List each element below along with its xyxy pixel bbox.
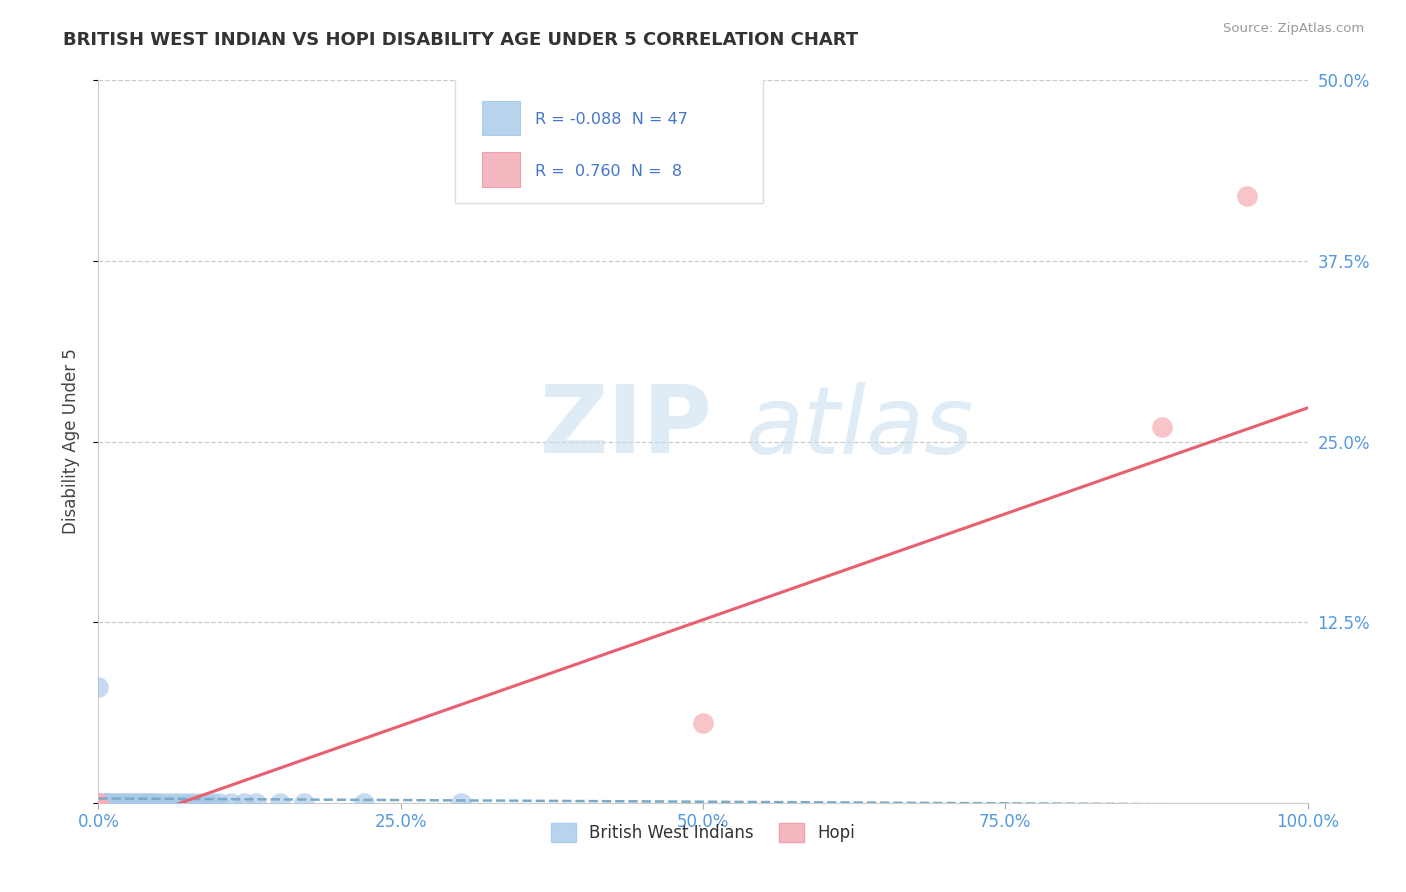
Legend: British West Indians, Hopi: British West Indians, Hopi bbox=[544, 816, 862, 848]
FancyBboxPatch shape bbox=[456, 77, 763, 203]
Point bbox=[87, 796, 110, 810]
Point bbox=[124, 796, 146, 810]
Point bbox=[129, 796, 152, 810]
Point bbox=[232, 796, 254, 810]
Point bbox=[96, 796, 118, 810]
Point bbox=[87, 796, 110, 810]
Point bbox=[135, 796, 157, 810]
Text: BRITISH WEST INDIAN VS HOPI DISABILITY AGE UNDER 5 CORRELATION CHART: BRITISH WEST INDIAN VS HOPI DISABILITY A… bbox=[63, 31, 859, 49]
Point bbox=[87, 796, 110, 810]
Text: R =  0.760  N =  8: R = 0.760 N = 8 bbox=[534, 164, 682, 178]
Point bbox=[245, 796, 267, 810]
Point bbox=[184, 796, 207, 810]
Point bbox=[87, 796, 110, 810]
Point bbox=[87, 796, 110, 810]
Text: atlas: atlas bbox=[745, 382, 973, 473]
Point bbox=[450, 796, 472, 810]
Point bbox=[87, 796, 110, 810]
Point bbox=[269, 796, 291, 810]
Point bbox=[87, 796, 110, 810]
Point bbox=[172, 796, 194, 810]
Point bbox=[160, 796, 183, 810]
Point bbox=[141, 796, 163, 810]
Point bbox=[118, 796, 141, 810]
Point bbox=[143, 796, 166, 810]
Point bbox=[166, 796, 188, 810]
Point bbox=[120, 796, 142, 810]
Point bbox=[114, 796, 136, 810]
FancyBboxPatch shape bbox=[482, 153, 520, 186]
Point bbox=[1236, 189, 1258, 203]
Point bbox=[353, 796, 375, 810]
Point bbox=[148, 796, 170, 810]
Text: Source: ZipAtlas.com: Source: ZipAtlas.com bbox=[1223, 22, 1364, 36]
Text: R = -0.088  N = 47: R = -0.088 N = 47 bbox=[534, 112, 688, 128]
Point bbox=[138, 796, 160, 810]
Point bbox=[108, 796, 131, 810]
Point bbox=[87, 796, 110, 810]
Point bbox=[127, 796, 149, 810]
Point bbox=[195, 796, 218, 810]
Point bbox=[202, 796, 225, 810]
Point bbox=[190, 796, 212, 810]
Point bbox=[153, 796, 176, 810]
Point bbox=[100, 796, 122, 810]
Point bbox=[105, 796, 128, 810]
FancyBboxPatch shape bbox=[482, 101, 520, 136]
Text: ZIP: ZIP bbox=[540, 381, 713, 473]
Point bbox=[292, 796, 315, 810]
Point bbox=[692, 716, 714, 731]
Point bbox=[87, 680, 110, 694]
Point bbox=[208, 796, 231, 810]
Point bbox=[87, 796, 110, 810]
Point bbox=[87, 796, 110, 810]
Point bbox=[111, 796, 134, 810]
Point bbox=[134, 796, 156, 810]
Point bbox=[87, 796, 110, 810]
Point bbox=[87, 796, 110, 810]
Point bbox=[97, 796, 120, 810]
Point bbox=[1152, 420, 1174, 434]
Point bbox=[93, 796, 115, 810]
Point bbox=[87, 796, 110, 810]
Y-axis label: Disability Age Under 5: Disability Age Under 5 bbox=[62, 349, 80, 534]
Point bbox=[87, 796, 110, 810]
Point bbox=[221, 796, 243, 810]
Point bbox=[179, 796, 201, 810]
Point bbox=[101, 796, 124, 810]
